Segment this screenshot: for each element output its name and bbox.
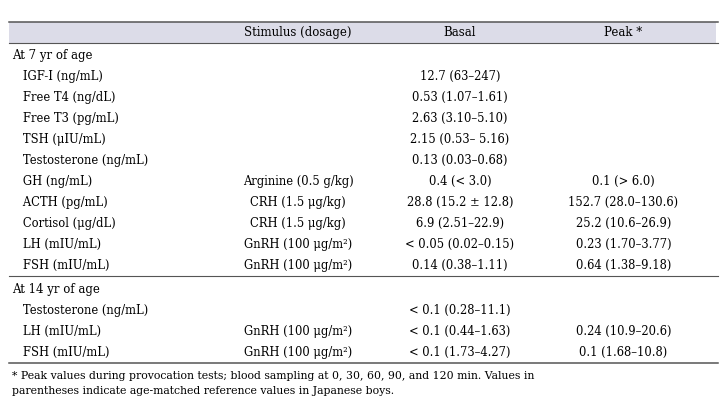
Text: ACTH (pg/mL): ACTH (pg/mL) xyxy=(12,196,108,209)
Text: 25.2 (10.6–26.9): 25.2 (10.6–26.9) xyxy=(576,217,671,230)
Text: 6.9 (2.51–22.9): 6.9 (2.51–22.9) xyxy=(416,217,504,230)
Text: Testosterone (ng/mL): Testosterone (ng/mL) xyxy=(12,304,148,317)
Text: < 0.1 (0.28–11.1): < 0.1 (0.28–11.1) xyxy=(409,304,510,317)
Text: 152.7 (28.0–130.6): 152.7 (28.0–130.6) xyxy=(569,196,678,209)
Text: Stimulus (dosage): Stimulus (dosage) xyxy=(244,27,352,40)
Text: Cortisol (μg/dL): Cortisol (μg/dL) xyxy=(12,217,116,230)
Text: Arginine (0.5 g/kg): Arginine (0.5 g/kg) xyxy=(243,175,353,188)
Text: 0.13 (0.03–0.68): 0.13 (0.03–0.68) xyxy=(412,154,507,167)
Text: Peak *: Peak * xyxy=(604,27,643,40)
Text: Testosterone (ng/mL): Testosterone (ng/mL) xyxy=(12,154,148,167)
Text: FSH (mIU/mL): FSH (mIU/mL) xyxy=(12,346,110,359)
Text: 0.1 (> 6.0): 0.1 (> 6.0) xyxy=(592,175,655,188)
Text: FSH (mIU/mL): FSH (mIU/mL) xyxy=(12,259,110,272)
Text: 12.7 (63–247): 12.7 (63–247) xyxy=(419,70,500,83)
Text: 0.24 (10.9–20.6): 0.24 (10.9–20.6) xyxy=(576,325,671,338)
Text: GnRH (100 μg/m²): GnRH (100 μg/m²) xyxy=(244,238,352,251)
Text: TSH (μIU/mL): TSH (μIU/mL) xyxy=(12,133,106,146)
Text: 2.15 (0.53– 5.16): 2.15 (0.53– 5.16) xyxy=(410,133,510,146)
Text: GH (ng/mL): GH (ng/mL) xyxy=(12,175,92,188)
Text: GnRH (100 μg/m²): GnRH (100 μg/m²) xyxy=(244,325,352,338)
Text: IGF-I (ng/mL): IGF-I (ng/mL) xyxy=(12,70,103,83)
Text: GnRH (100 μg/m²): GnRH (100 μg/m²) xyxy=(244,346,352,359)
Text: LH (mIU/mL): LH (mIU/mL) xyxy=(12,325,102,338)
Text: CRH (1.5 μg/kg): CRH (1.5 μg/kg) xyxy=(250,217,346,230)
Text: LH (mIU/mL): LH (mIU/mL) xyxy=(12,238,102,251)
Text: 0.1 (1.68–10.8): 0.1 (1.68–10.8) xyxy=(579,346,667,359)
Text: At 14 yr of age: At 14 yr of age xyxy=(12,283,100,296)
Text: Free T3 (pg/mL): Free T3 (pg/mL) xyxy=(12,112,119,125)
Text: 0.64 (1.38–9.18): 0.64 (1.38–9.18) xyxy=(576,259,671,272)
Text: < 0.1 (1.73–4.27): < 0.1 (1.73–4.27) xyxy=(409,346,510,359)
Text: < 0.05 (0.02–0.15): < 0.05 (0.02–0.15) xyxy=(405,238,515,251)
Bar xyxy=(9,22,716,44)
Text: 0.4 (< 3.0): 0.4 (< 3.0) xyxy=(428,175,491,188)
Text: 2.63 (3.10–5.10): 2.63 (3.10–5.10) xyxy=(412,112,507,125)
Text: Basal: Basal xyxy=(443,27,476,40)
Text: * Peak values during provocation tests; blood sampling at 0, 30, 60, 90, and 120: * Peak values during provocation tests; … xyxy=(12,370,534,381)
Text: CRH (1.5 μg/kg): CRH (1.5 μg/kg) xyxy=(250,196,346,209)
Text: 28.8 (15.2 ± 12.8): 28.8 (15.2 ± 12.8) xyxy=(406,196,513,209)
Text: 0.53 (1.07–1.61): 0.53 (1.07–1.61) xyxy=(412,91,507,104)
Text: GnRH (100 μg/m²): GnRH (100 μg/m²) xyxy=(244,259,352,272)
Text: 0.23 (1.70–3.77): 0.23 (1.70–3.77) xyxy=(576,238,671,251)
Text: parentheses indicate age-matched reference values in Japanese boys.: parentheses indicate age-matched referen… xyxy=(12,386,394,396)
Text: 0.14 (0.38–1.11): 0.14 (0.38–1.11) xyxy=(412,259,507,272)
Text: < 0.1 (0.44–1.63): < 0.1 (0.44–1.63) xyxy=(409,325,510,338)
Text: Free T4 (ng/dL): Free T4 (ng/dL) xyxy=(12,91,116,104)
Text: At 7 yr of age: At 7 yr of age xyxy=(12,49,92,62)
